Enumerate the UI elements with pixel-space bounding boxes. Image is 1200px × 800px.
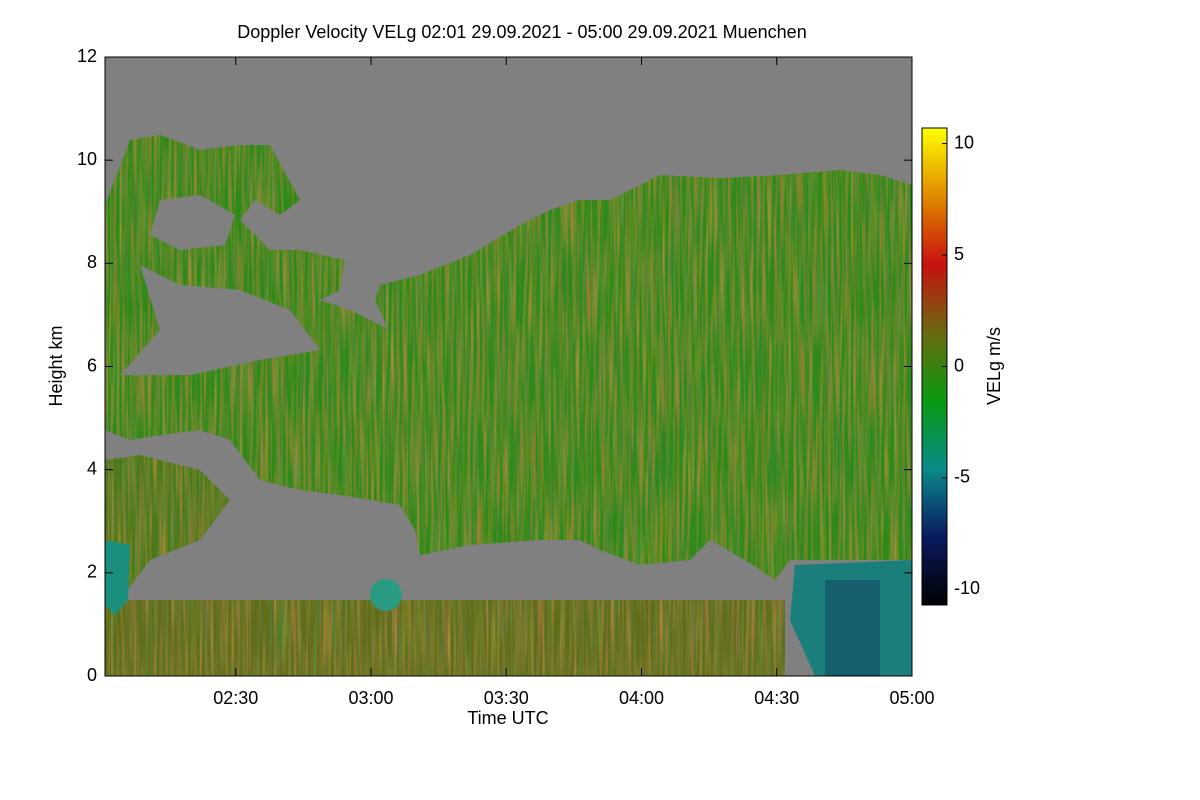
y-tick-label: 12 [77, 46, 97, 66]
low-echo [105, 455, 230, 600]
y-tick-label: 8 [87, 252, 97, 272]
colorbar-tick-label: -5 [954, 467, 970, 487]
colorbar-tick-label: 0 [954, 355, 964, 375]
y-tick-label: 10 [77, 149, 97, 169]
x-tick-label: 05:00 [889, 688, 934, 708]
gray-gap [150, 195, 235, 250]
x-tick-label: 03:30 [484, 688, 529, 708]
y-tick-label: 0 [87, 665, 97, 685]
x-axis-label: Time UTC [467, 708, 548, 728]
chart-title: Doppler Velocity VELg 02:01 29.09.2021 -… [237, 22, 806, 42]
downdraft [370, 579, 402, 611]
x-tick-label: 04:00 [619, 688, 664, 708]
colorbar-tick-label: -10 [954, 578, 980, 598]
colorbar-label: VELg m/s [984, 327, 1004, 405]
colorbar-tick-label: 5 [954, 244, 964, 264]
downdraft [825, 580, 880, 676]
y-tick-label: 4 [87, 458, 97, 478]
y-tick-label: 6 [87, 355, 97, 375]
cloud-region [105, 135, 912, 580]
x-tick-label: 02:30 [213, 688, 258, 708]
y-tick-label: 2 [87, 562, 97, 582]
x-tick-label: 04:30 [754, 688, 799, 708]
colorbar-tick-label: 10 [954, 132, 974, 152]
y-axis-label: Height km [46, 325, 66, 406]
downdraft [105, 540, 130, 615]
x-tick-label: 03:00 [348, 688, 393, 708]
gray-gap [120, 265, 320, 375]
velocity-field [105, 135, 912, 676]
low-echo [105, 600, 785, 676]
